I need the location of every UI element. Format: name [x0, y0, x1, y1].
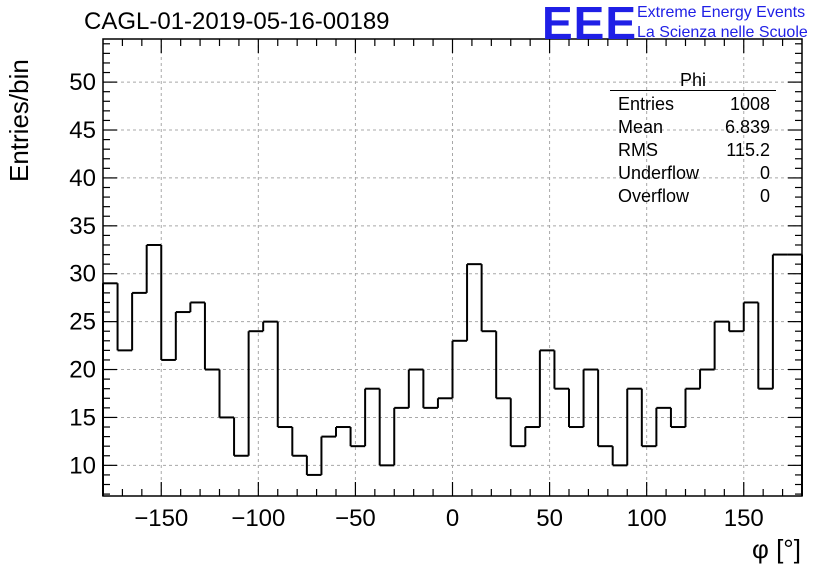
y-tick-label: 10	[69, 452, 96, 479]
x-axis-label: φ [°]	[752, 534, 801, 564]
logo-line-1: Extreme Energy Events	[637, 4, 806, 21]
stats-row: Overflow 0	[610, 185, 776, 208]
x-tick-label: −100	[231, 505, 285, 532]
y-tick-label: 25	[69, 309, 96, 336]
y-axis-label: Entries/bin	[4, 59, 34, 182]
y-tick-label: 35	[69, 213, 96, 240]
stats-row: RMS 115.2	[610, 139, 776, 162]
stats-divider	[610, 90, 776, 91]
tick-layer	[103, 39, 802, 496]
stats-box: Phi Entries 1008 Mean 6.839 RMS 115.2 Un…	[610, 70, 776, 208]
y-tick-label: 40	[69, 165, 96, 192]
eee-logo: EEE	[542, 0, 638, 49]
y-tick-label: 20	[69, 357, 96, 384]
x-tick-label: −150	[134, 505, 188, 532]
stats-value: 0	[759, 163, 770, 183]
y-tick-label: 45	[69, 117, 96, 144]
x-tick-label: 50	[536, 505, 563, 532]
x-tick-label: 0	[446, 505, 459, 532]
logo-line-2: La Scienza nelle Scuole	[637, 24, 808, 41]
x-tick-label: −50	[335, 505, 376, 532]
x-tick-label: 150	[724, 505, 764, 532]
y-tick-label: 15	[69, 404, 96, 431]
stats-label: Mean	[618, 117, 664, 137]
stats-label: Underflow	[618, 163, 700, 183]
stats-label: Overflow	[618, 186, 690, 206]
stats-label: Entries	[618, 94, 675, 114]
stats-title: Phi	[679, 70, 706, 90]
stats-row: Underflow 0	[610, 162, 776, 185]
stats-row: Mean 6.839	[610, 116, 776, 139]
chart-title: CAGL-01-2019-05-16-00189	[84, 8, 390, 35]
stats-label: RMS	[618, 140, 658, 160]
x-tick-label: 100	[627, 505, 667, 532]
stats-value: 1008	[729, 94, 770, 114]
histogram-layer	[102, 243, 803, 496]
y-tick-label: 50	[69, 69, 96, 96]
eee-logo-text: Extreme Energy Events La Scienza nelle S…	[637, 3, 808, 43]
grid-layer	[103, 39, 802, 496]
tick-label-layer: −150 −100 −50 0 50 100 150 10 15 20 25 30 35 40 45 50	[69, 69, 763, 532]
stats-value: 0	[759, 186, 770, 206]
stats-value: 6.839	[724, 117, 770, 137]
stats-value: 115.2	[726, 140, 770, 160]
stats-row: Entries 1008	[610, 93, 776, 116]
y-tick-label: 30	[69, 261, 96, 288]
